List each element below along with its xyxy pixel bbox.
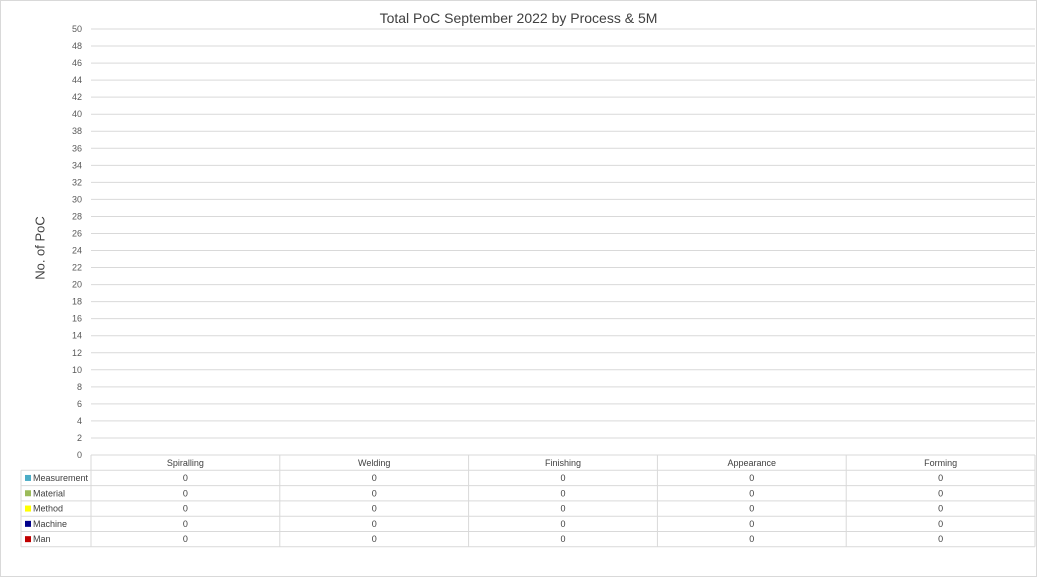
y-tick-label: 48 <box>72 41 82 51</box>
y-tick-label: 22 <box>72 263 82 273</box>
data-value: 0 <box>749 519 754 529</box>
y-tick-label: 40 <box>72 109 82 119</box>
series-name: Method <box>33 504 63 514</box>
data-value: 0 <box>560 488 565 498</box>
y-tick-label: 14 <box>72 331 82 341</box>
data-value: 0 <box>372 519 377 529</box>
y-tick-label: 0 <box>77 450 82 460</box>
category-label: Finishing <box>545 458 581 468</box>
y-tick-label: 50 <box>72 24 82 34</box>
legend-key <box>25 520 31 527</box>
y-tick-label: 28 <box>72 211 82 221</box>
legend-key <box>25 474 31 481</box>
category-label: Spiralling <box>167 458 204 468</box>
legend-key <box>25 490 31 497</box>
y-tick-label: 44 <box>72 75 82 85</box>
legend-key <box>25 505 31 512</box>
data-value: 0 <box>749 534 754 544</box>
category-label: Appearance <box>728 458 777 468</box>
data-value: 0 <box>938 519 943 529</box>
data-value: 0 <box>372 534 377 544</box>
data-value: 0 <box>183 488 188 498</box>
y-tick-label: 38 <box>72 126 82 136</box>
legend-key <box>25 536 31 543</box>
y-tick-label: 24 <box>72 246 82 256</box>
category-label: Welding <box>358 458 390 468</box>
y-tick-label: 16 <box>72 314 82 324</box>
y-tick-label: 32 <box>72 177 82 187</box>
y-tick-label: 30 <box>72 194 82 204</box>
y-tick-label: 46 <box>72 58 82 68</box>
series-name: Man <box>33 534 51 544</box>
chart-title: Total PoC September 2022 by Process & 5M <box>379 10 658 26</box>
data-value: 0 <box>938 534 943 544</box>
y-tick-label: 26 <box>72 228 82 238</box>
data-value: 0 <box>560 534 565 544</box>
data-value: 0 <box>372 473 377 483</box>
series-name: Machine <box>33 519 67 529</box>
data-value: 0 <box>183 504 188 514</box>
data-value: 0 <box>749 504 754 514</box>
data-value: 0 <box>560 519 565 529</box>
y-tick-label: 12 <box>72 348 82 358</box>
series-name: Material <box>33 488 65 498</box>
y-tick-label: 36 <box>72 143 82 153</box>
data-value: 0 <box>372 504 377 514</box>
y-tick-label: 34 <box>72 160 82 170</box>
data-value: 0 <box>183 519 188 529</box>
data-value: 0 <box>938 488 943 498</box>
y-tick-label: 6 <box>77 399 82 409</box>
y-tick-label: 2 <box>77 433 82 443</box>
y-tick-label: 10 <box>72 365 82 375</box>
data-value: 0 <box>938 473 943 483</box>
y-tick-label: 8 <box>77 382 82 392</box>
y-tick-label: 4 <box>77 416 82 426</box>
y-tick-label: 20 <box>72 280 82 290</box>
data-value: 0 <box>749 488 754 498</box>
data-value: 0 <box>560 504 565 514</box>
category-label: Forming <box>924 458 957 468</box>
series-name: Measurement <box>33 473 89 483</box>
data-value: 0 <box>183 534 188 544</box>
data-value: 0 <box>938 504 943 514</box>
data-value: 0 <box>560 473 565 483</box>
y-tick-label: 42 <box>72 92 82 102</box>
data-value: 0 <box>749 473 754 483</box>
data-value: 0 <box>183 473 188 483</box>
data-value: 0 <box>372 488 377 498</box>
y-tick-label: 18 <box>72 297 82 307</box>
